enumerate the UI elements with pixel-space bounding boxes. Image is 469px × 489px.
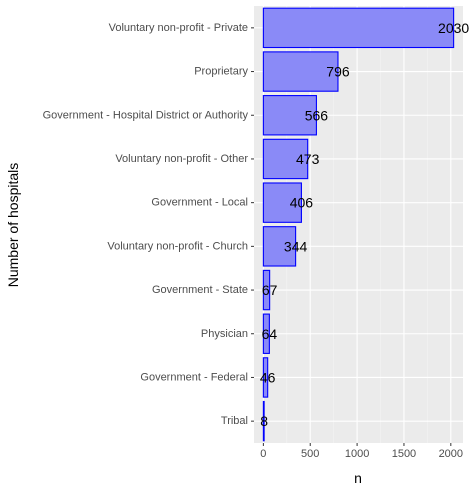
y-tick-label: Voluntary non-profit - Other [115,153,248,165]
y-tick-label: Proprietary [194,66,248,78]
data-label: 473 [296,151,320,167]
x-tick-label: 1500 [392,448,416,460]
bars [262,7,455,442]
bar [262,269,271,311]
bar [262,7,455,49]
data-label: 344 [284,238,308,254]
x-axis-title: n [354,470,362,486]
bar [262,226,297,267]
x-tick-label: 500 [301,448,319,460]
bar [262,182,302,223]
y-tick-label: Tribal [221,415,248,427]
data-labels: 2030 796 566 473 406 344 67 64 46 8 [260,20,469,429]
bar [262,357,269,398]
x-tick-label: 2000 [439,448,463,460]
x-tick-label: 0 [260,448,266,460]
y-tick-label: Voluntary non-profit - Private [109,22,248,34]
data-label: 2030 [438,20,469,36]
bar [262,95,317,136]
data-label: 406 [290,195,314,211]
x-axis-ticks: 0 500 1000 1500 2000 [260,443,463,460]
bar [262,138,309,180]
y-axis-title: Number of hospitals [5,163,21,288]
data-label: 67 [262,282,278,298]
y-tick-label: Voluntary non-profit - Church [107,240,248,252]
data-label: 8 [260,413,268,429]
data-label: 64 [262,326,278,342]
y-tick-label: Government - State [152,284,248,296]
bar [262,51,339,92]
data-label: 566 [305,107,329,123]
bar [262,400,265,442]
x-tick-label: 1000 [345,448,369,460]
y-tick-label: Government - Federal [140,371,248,383]
y-tick-label: Government - Local [151,197,248,209]
data-label: 796 [326,64,350,80]
y-tick-label: Physician [201,328,248,340]
y-axis-ticks: Voluntary non-profit - Private Proprietar… [43,22,254,427]
data-label: 46 [260,369,276,385]
bar [262,313,270,354]
y-tick-label: Government - Hospital District or Author… [43,109,249,121]
